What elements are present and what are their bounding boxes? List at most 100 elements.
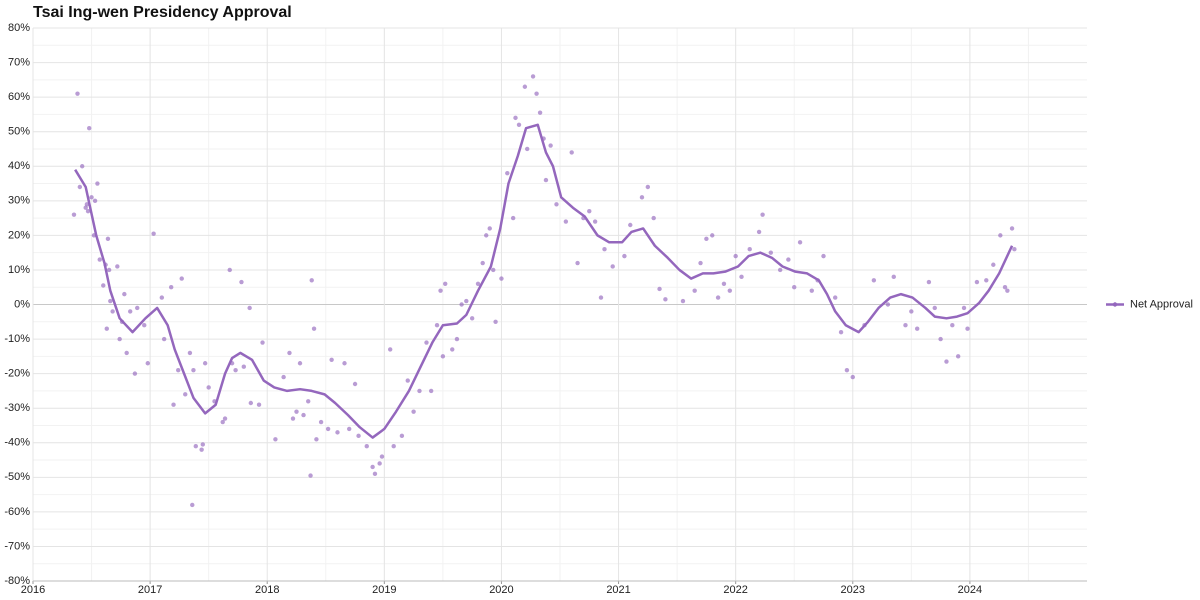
poll-point xyxy=(87,126,92,131)
x-tick-label: 2022 xyxy=(723,584,747,596)
y-tick-label: 40% xyxy=(8,160,30,172)
poll-point xyxy=(513,115,518,121)
poll-point xyxy=(325,426,331,432)
poll-point xyxy=(104,326,109,331)
poll-point xyxy=(1005,288,1010,293)
poll-point xyxy=(335,430,340,435)
poll-point xyxy=(487,226,492,231)
poll-point xyxy=(101,283,106,288)
poll-point xyxy=(469,316,475,321)
poll-point xyxy=(871,278,877,283)
poll-point xyxy=(329,357,334,362)
poll-point xyxy=(909,309,914,314)
y-tick-label: 60% xyxy=(8,91,30,103)
poll-point xyxy=(639,195,645,200)
poll-point xyxy=(464,298,469,304)
poll-point xyxy=(176,367,181,373)
poll-point xyxy=(525,146,530,152)
poll-point xyxy=(370,464,375,470)
poll-point xyxy=(493,319,498,324)
x-tick-label: 2019 xyxy=(372,584,396,596)
poll-point xyxy=(190,502,195,508)
poll-point xyxy=(548,143,553,148)
poll-point xyxy=(399,433,405,439)
poll-point xyxy=(484,233,489,238)
poll-point xyxy=(142,323,147,328)
y-tick-label: 30% xyxy=(8,195,30,207)
poll-point xyxy=(727,288,733,293)
chart-title: Tsai Ing-wen Presidency Approval xyxy=(33,4,292,21)
poll-point xyxy=(645,184,651,190)
poll-point xyxy=(191,367,196,373)
poll-point xyxy=(554,202,559,207)
poll-point xyxy=(294,409,299,414)
poll-point xyxy=(309,278,314,283)
y-tick-label: 0% xyxy=(14,298,30,310)
poll-point xyxy=(587,208,592,214)
poll-point xyxy=(95,181,100,186)
poll-point xyxy=(79,164,85,169)
poll-point xyxy=(260,340,265,345)
poll-point xyxy=(450,347,455,352)
poll-point xyxy=(239,279,244,285)
poll-point xyxy=(128,309,133,314)
poll-point xyxy=(443,281,448,286)
poll-point xyxy=(575,260,580,266)
poll-point xyxy=(914,326,920,331)
poll-point xyxy=(756,229,762,235)
y-tick-label: 10% xyxy=(8,264,30,276)
poll-point xyxy=(710,233,715,238)
y-tick-label: 70% xyxy=(8,56,30,68)
poll-point xyxy=(372,471,378,477)
poll-point xyxy=(364,444,369,449)
poll-point xyxy=(844,367,850,373)
x-tick-label: 2017 xyxy=(138,584,162,596)
y-tick-label: 50% xyxy=(8,126,30,138)
poll-point xyxy=(151,231,156,236)
poll-point xyxy=(220,419,225,425)
poll-point xyxy=(974,279,980,285)
poll-point xyxy=(273,437,278,442)
y-tick-label: -70% xyxy=(4,540,30,552)
poll-point xyxy=(377,461,382,466)
poll-point xyxy=(903,323,908,328)
poll-point xyxy=(222,416,228,421)
poll-point xyxy=(721,281,727,286)
poll-point xyxy=(301,412,306,418)
poll-point xyxy=(932,305,937,311)
poll-point xyxy=(850,374,855,380)
poll-point xyxy=(510,215,516,221)
poll-point xyxy=(438,288,443,293)
poll-point xyxy=(522,84,528,89)
poll-point xyxy=(657,286,662,292)
poll-point xyxy=(698,260,703,266)
x-tick-label: 2016 xyxy=(21,584,45,596)
poll-point xyxy=(356,433,361,439)
y-tick-label: -20% xyxy=(4,368,30,380)
poll-point xyxy=(838,329,844,335)
poll-point xyxy=(387,347,393,352)
legend-swatch-dot xyxy=(1112,302,1118,307)
poll-point xyxy=(733,253,738,259)
poll-point xyxy=(77,184,83,190)
poll-point xyxy=(680,298,686,304)
poll-point xyxy=(491,267,496,273)
poll-point xyxy=(161,336,167,342)
poll-point xyxy=(132,371,138,376)
poll-point xyxy=(202,361,208,366)
poll-point xyxy=(1012,247,1017,252)
poll-point xyxy=(505,170,510,176)
poll-point xyxy=(833,295,838,300)
poll-point xyxy=(248,400,254,406)
poll-point xyxy=(768,250,773,255)
poll-point xyxy=(955,354,961,359)
poll-point xyxy=(747,247,752,252)
poll-point xyxy=(459,302,464,307)
poll-point xyxy=(692,288,697,293)
x-tick-label: 2024 xyxy=(958,584,982,596)
poll-point xyxy=(792,285,797,290)
poll-point xyxy=(704,236,709,242)
poll-point xyxy=(516,122,522,127)
poll-point xyxy=(592,219,598,224)
trend-line xyxy=(74,123,1014,439)
